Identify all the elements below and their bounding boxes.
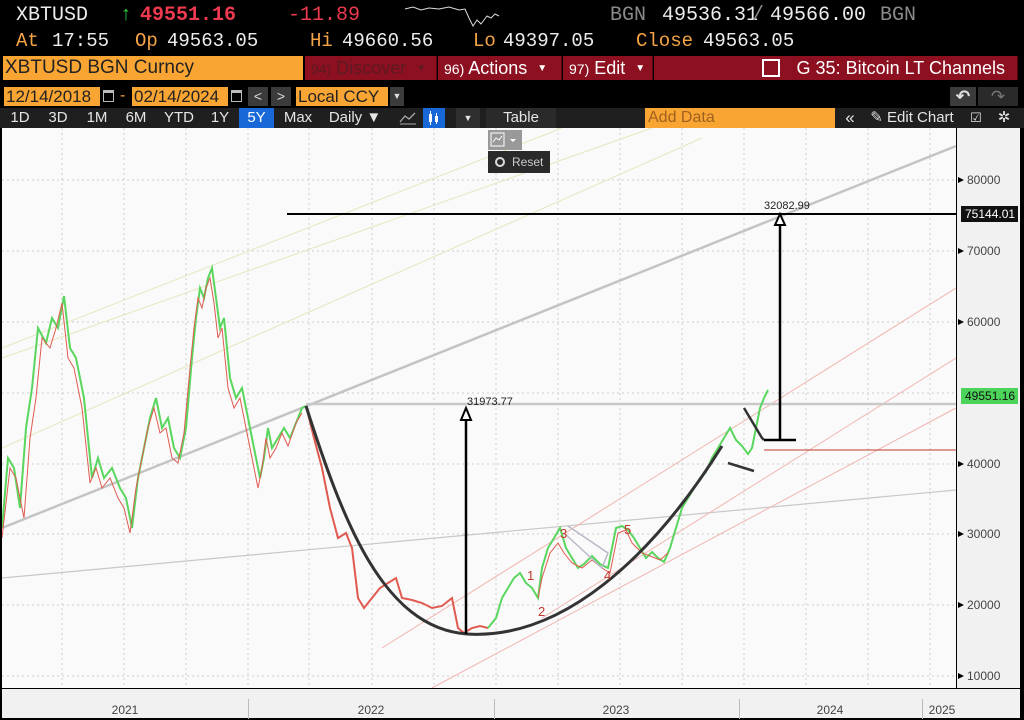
quote-header: XBTUSD ↑ 49551.16 -11.89 BGN 49536.31 / … xyxy=(0,4,1024,30)
period-ytd[interactable]: YTD xyxy=(164,109,194,126)
ask-price: 49566.00 xyxy=(770,4,867,27)
bid-source: BGN xyxy=(610,4,647,27)
security-input[interactable]: XBTUSD BGN Curncy xyxy=(3,56,303,80)
y-tick: 30000 xyxy=(967,527,1001,541)
add-data-input[interactable]: Add Data xyxy=(645,108,835,128)
cup-depth-label: 31973.77 xyxy=(467,396,513,408)
prev-period-button[interactable]: < xyxy=(248,87,268,106)
open-value: 49563.05 xyxy=(167,30,259,52)
start-date-input[interactable]: 12/14/2018 xyxy=(4,87,100,106)
table-button[interactable]: Table xyxy=(486,108,556,128)
redo-button[interactable]: ↷ xyxy=(978,87,1018,106)
chevron-down-icon: ▼ xyxy=(635,63,646,75)
chart-title-bar: G 35: Bitcoin LT Channels xyxy=(654,56,1018,80)
y-tick: 60000 xyxy=(967,315,1001,329)
currency-select[interactable]: Local CCY xyxy=(296,87,388,106)
ask-source: BGN xyxy=(880,4,917,27)
quote-stats: At 17:55 Op 49563.05 Hi 49660.56 Lo 4939… xyxy=(0,30,1024,54)
edit-menu-button[interactable]: 97) Edit ▼ xyxy=(563,56,653,80)
up-arrow-icon: ↑ xyxy=(120,4,133,27)
currency-dropdown-icon[interactable]: ▼ xyxy=(390,87,404,106)
x-divider xyxy=(922,699,923,719)
y-tick: 10000 xyxy=(967,669,1001,683)
projection-label: 32082.99 xyxy=(764,200,810,212)
x-divider xyxy=(739,699,740,719)
end-date-input[interactable]: 02/14/2024 xyxy=(132,87,228,106)
collapse-button[interactable]: « xyxy=(845,108,855,127)
pencil-icon: ✎ xyxy=(870,109,883,126)
x-tick: 2021 xyxy=(111,703,139,717)
target-price-tag: 75144.01 xyxy=(961,206,1019,222)
period-1y[interactable]: 1Y xyxy=(210,109,230,126)
sparkline-icon xyxy=(404,6,500,27)
period-max[interactable]: Max xyxy=(283,109,313,126)
open-label: Op xyxy=(135,30,158,52)
chart-tool-select[interactable] xyxy=(488,130,522,150)
bid-ask-separator: / xyxy=(752,4,765,27)
price-chart[interactable]: 31973.77 32082.99 1 2 3 4 5 xyxy=(1,127,957,689)
low-value: 49397.05 xyxy=(503,30,595,52)
low-label: Lo xyxy=(473,30,496,52)
calendar-icon[interactable] xyxy=(231,90,242,102)
wave-label-4: 4 xyxy=(604,568,612,583)
period-toolbar: 1D 3D 1M 6M YTD 1Y 5Y Max Daily ▼ ▼ Tabl… xyxy=(0,108,1024,128)
wave-label-1: 1 xyxy=(527,568,535,583)
wave-label-3: 3 xyxy=(560,526,568,541)
chart-title: G 35: Bitcoin LT Channels xyxy=(796,58,1005,78)
period-5y[interactable]: 5Y xyxy=(239,108,274,128)
x-axis: 2021 2022 2023 2024 2025 xyxy=(2,688,1020,719)
period-1m[interactable]: 1M xyxy=(86,109,108,126)
chart-type-dropdown-icon[interactable]: ▼ xyxy=(456,108,480,128)
date-range-bar: 12/14/2018 - 02/14/2024 < > Local CCY ▼ … xyxy=(0,87,1024,107)
gear-icon[interactable]: ✲ xyxy=(997,109,1011,126)
y-tick: 80000 xyxy=(967,173,1001,187)
x-tick: 2024 xyxy=(816,703,844,717)
ticker: XBTUSD xyxy=(16,4,89,27)
net-change: -11.89 xyxy=(288,4,361,27)
chevron-down-icon: ▼ xyxy=(537,63,548,75)
x-tick: 2022 xyxy=(357,703,385,717)
y-tick: 70000 xyxy=(967,244,1001,258)
x-divider xyxy=(248,699,249,719)
close-label: Close xyxy=(636,30,694,52)
high-label: Hi xyxy=(310,30,333,52)
line-chart-icon[interactable] xyxy=(394,108,422,128)
close-value: 49563.05 xyxy=(703,30,795,52)
chart-canvas xyxy=(1,127,957,689)
bid-price: 49536.31 xyxy=(662,4,759,27)
x-tick: 2023 xyxy=(602,703,630,717)
discover-button[interactable]: 94) Discover ▼ xyxy=(305,56,437,80)
date-dash: - xyxy=(120,87,126,104)
undo-button[interactable]: ↶ xyxy=(950,87,976,106)
x-divider xyxy=(494,699,495,719)
last-price-tag: 49551.16 xyxy=(961,388,1019,404)
command-bar: XBTUSD BGN Curncy 94) Discover ▼ 96) Act… xyxy=(0,56,1024,80)
period-6m[interactable]: 6M xyxy=(125,109,147,126)
last-price: 49551.16 xyxy=(140,4,237,27)
edit-chart-button[interactable]: ✎ Edit Chart xyxy=(870,109,954,126)
wave-label-2: 2 xyxy=(538,604,546,619)
high-value: 49660.56 xyxy=(342,30,434,52)
chart-tool-popup: Reset xyxy=(488,130,550,173)
calendar-icon[interactable] xyxy=(103,90,114,102)
y-tick: 40000 xyxy=(967,457,1001,471)
chevron-down-icon: ▼ xyxy=(416,63,427,75)
popout-icon[interactable] xyxy=(761,59,780,77)
period-3d[interactable]: 3D xyxy=(48,109,68,126)
period-1d[interactable]: 1D xyxy=(10,109,30,126)
y-axis: 80000 70000 60000 40000 30000 20000 1000… xyxy=(956,128,1020,688)
wave-label-5: 5 xyxy=(624,522,632,537)
annotate-icon[interactable]: ☑ xyxy=(970,110,982,125)
y-tick: 20000 xyxy=(967,598,1001,612)
actions-button[interactable]: 96) Actions ▼ xyxy=(438,56,562,80)
x-tick: 2025 xyxy=(928,703,956,717)
frequency-select[interactable]: Daily ▼ xyxy=(328,109,382,126)
candlestick-icon[interactable] xyxy=(423,108,445,128)
next-period-button[interactable]: > xyxy=(271,87,291,106)
at-label: At xyxy=(16,30,39,52)
quote-time: 17:55 xyxy=(52,30,110,52)
reset-button[interactable]: Reset xyxy=(488,151,550,173)
